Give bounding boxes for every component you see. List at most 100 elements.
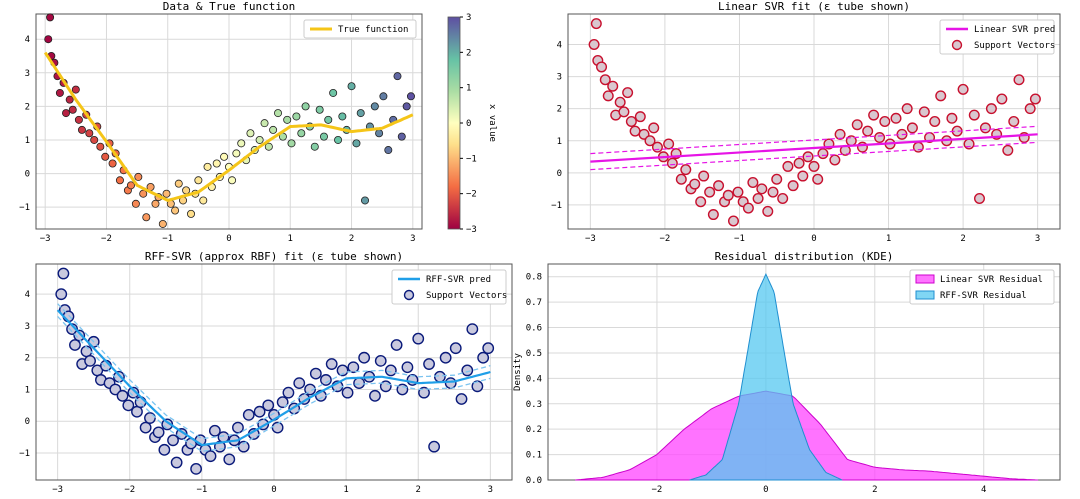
x-tick-label: −2 [101, 234, 112, 244]
support-vector [347, 361, 360, 374]
legend: True function [303, 19, 417, 39]
support-vector [698, 170, 710, 182]
y-tick-label: 3 [25, 69, 30, 79]
x-tick-label: 0 [226, 234, 231, 244]
colorbar-tick-label: −2 [466, 190, 477, 200]
support-vector [675, 173, 687, 185]
support-vector [777, 193, 789, 205]
legend-box [303, 19, 417, 39]
chart-title: RFF-SVR (approx RBF) fit (ε tube shown) [145, 250, 403, 263]
support-vector [223, 453, 236, 466]
y-tick-label: 2 [25, 102, 30, 112]
data-point [212, 159, 221, 168]
panel-3: −3 −2 −1 0 1 2 3 −1 0 1 2 3 4 RFF-SVR (approx RBF) fi… [19, 250, 513, 495]
support-vector [912, 141, 924, 153]
support-vector [55, 288, 68, 301]
data-point [347, 82, 356, 91]
support-vector [73, 329, 86, 342]
support-vector [116, 389, 129, 402]
support-vector [812, 173, 824, 185]
y-tick-label: 4 [25, 290, 30, 300]
legend-label: Support Vectors [974, 41, 1055, 51]
data-point [65, 95, 74, 104]
x-tick-label: −2 [652, 485, 663, 495]
support-vector [935, 90, 947, 102]
support-vector [651, 141, 663, 153]
support-vector [1008, 115, 1020, 127]
support-vector [139, 421, 152, 434]
colorbar-tick-label: 1 [466, 84, 471, 94]
x-tick-label: 3 [1035, 234, 1040, 244]
data-point [246, 129, 255, 138]
support-vector [84, 354, 96, 367]
support-vector [901, 103, 913, 115]
x-tick-label: −1 [162, 234, 173, 244]
support-vector [599, 74, 611, 86]
support-vector [793, 157, 805, 169]
data-point [131, 199, 140, 208]
support-vector [946, 112, 958, 124]
colorbar-tick-label: 0 [466, 119, 471, 129]
data-point [96, 142, 105, 151]
support-vector [797, 170, 809, 182]
data-point [77, 125, 86, 134]
data-point [274, 109, 283, 118]
y-tick-label: 0.1 [526, 451, 542, 461]
support-vector [963, 138, 975, 150]
data-point [171, 206, 180, 215]
data-point [301, 102, 310, 111]
data-point [194, 176, 203, 185]
support-vector [384, 364, 397, 377]
support-vector [817, 148, 829, 160]
data-point [174, 179, 183, 188]
support-vector [879, 115, 891, 127]
panel-1: −3 −2 −1 0 1 2 3 −1 0 1 2 3 4 Data & True function Tru… [19, 0, 497, 244]
support-vector [663, 138, 675, 150]
epsilon-tube-lower [590, 141, 1038, 171]
support-vector [158, 443, 171, 456]
support-vector [449, 342, 462, 355]
colorbar [447, 16, 461, 230]
support-vector [127, 386, 140, 399]
colorbar-tick-label: −1 [466, 154, 477, 164]
x-tick-label: 3 [410, 234, 415, 244]
x-tick-label: −3 [52, 485, 63, 495]
axes-frame [35, 13, 423, 230]
data-point [126, 181, 135, 190]
colorbar-label: x value [487, 104, 497, 142]
data-point [46, 13, 55, 22]
epsilon-tube-lower [57, 315, 491, 453]
data-point [260, 119, 269, 128]
support-vector [680, 164, 692, 176]
chart-title: Data & True function [163, 0, 295, 13]
support-vector [69, 339, 81, 351]
rff-svr-line [56, 309, 491, 447]
support-vector [644, 135, 656, 147]
data-point [115, 176, 124, 185]
support-vector [732, 186, 744, 198]
panel-2: −3 −2 −1 0 1 2 3 −1 0 1 2 3 4 Linear SVR fit (ε tube … [551, 0, 1061, 244]
legend-swatch [915, 290, 935, 300]
x-tick-label: 1 [288, 234, 293, 244]
support-vector [144, 412, 156, 424]
support-vector [461, 364, 474, 377]
support-vector [262, 399, 275, 412]
support-vector [471, 380, 484, 393]
data-point [315, 105, 324, 114]
legend-marker [403, 289, 415, 301]
support-vector [588, 38, 600, 50]
support-vector [629, 125, 641, 137]
legend: RFF-SVR pred Support Vectors [391, 269, 507, 305]
support-vector [1024, 103, 1036, 115]
support-vector [762, 205, 774, 217]
support-vector [444, 377, 457, 390]
support-vector [985, 103, 997, 115]
support-vector [152, 426, 165, 439]
data-point [74, 115, 83, 124]
legend: Linear SVR pred Support Vectors [939, 19, 1055, 55]
support-vector [862, 125, 874, 137]
data-point [203, 162, 212, 171]
data-point [397, 132, 406, 141]
support-vector [666, 157, 678, 169]
support-vector [906, 122, 918, 134]
